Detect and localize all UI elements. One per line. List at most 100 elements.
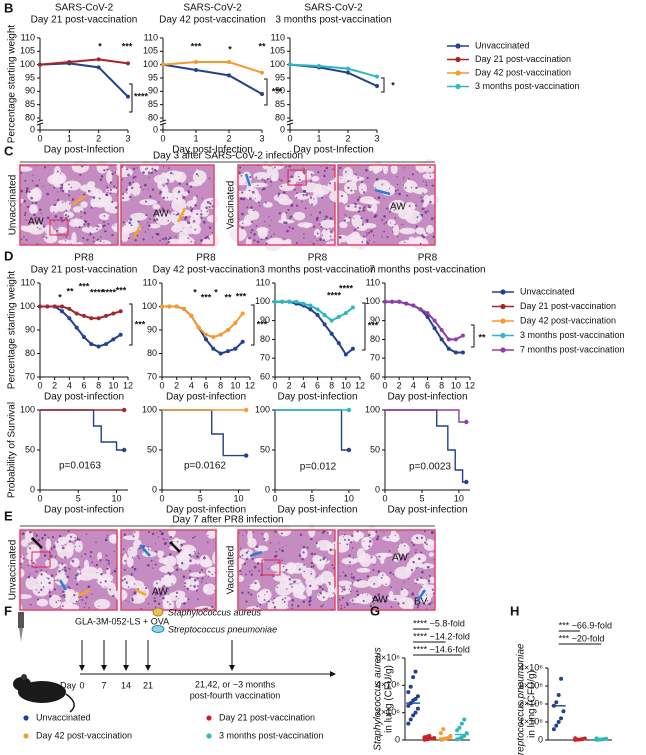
point (315, 307, 320, 312)
nucleus (96, 224, 99, 227)
nucleus (208, 177, 211, 180)
nucleus (277, 195, 280, 197)
nucleus (123, 533, 127, 536)
nucleus (425, 543, 428, 546)
nucleus (105, 554, 108, 557)
point (89, 342, 94, 347)
nucleus (108, 216, 110, 218)
nucleus (147, 171, 151, 175)
x-tick-label: 10 (454, 493, 464, 503)
point (211, 346, 216, 351)
nucleus (104, 586, 106, 588)
point (82, 313, 86, 318)
nucleus (166, 601, 169, 603)
nucleus (422, 235, 426, 239)
nucleus (319, 591, 322, 595)
nucleus (75, 226, 78, 229)
nucleus (312, 565, 315, 568)
nucleus (103, 220, 106, 223)
alveolus (148, 223, 161, 229)
point (418, 307, 423, 312)
nucleus (147, 224, 151, 228)
alveolus (107, 582, 117, 596)
nucleus (358, 206, 362, 210)
chart-subtitle: 3 months post-vaccination (275, 15, 391, 26)
alveolus (97, 551, 103, 561)
point (196, 325, 201, 330)
y-tick-label: 70 (147, 371, 157, 381)
nucleus (269, 541, 272, 544)
nucleus (128, 221, 132, 225)
x-tick-label: 4 (189, 380, 194, 390)
nucleus (163, 166, 165, 168)
nucleus (111, 572, 113, 574)
point (182, 306, 186, 311)
nucleus (208, 575, 210, 577)
nucleus (274, 530, 277, 533)
nucleus (281, 549, 284, 553)
alveolus (133, 539, 142, 550)
alveolus (80, 566, 99, 577)
alveolus (94, 598, 111, 610)
point (425, 314, 430, 319)
x-tick-label: 0 (287, 133, 292, 143)
dot (413, 669, 418, 674)
nucleus (151, 532, 155, 536)
annotation: p=0.012 (300, 462, 337, 473)
nucleus (33, 576, 36, 579)
nucleus (288, 226, 291, 228)
alveolus (26, 544, 40, 556)
alveolus (371, 202, 378, 214)
nucleus (375, 537, 379, 541)
nucleus (154, 219, 157, 222)
series-line (162, 305, 244, 339)
nucleus (160, 593, 163, 596)
nucleus (67, 215, 70, 218)
y-tick-label: 50 (260, 444, 270, 454)
nucleus (362, 599, 365, 602)
axis-break (286, 122, 294, 126)
nucleus (274, 166, 276, 169)
nucleus (347, 186, 350, 189)
nucleus (48, 594, 52, 598)
nucleus (343, 588, 346, 591)
nucleus (79, 545, 81, 547)
alveolus (335, 234, 349, 243)
nucleus (88, 607, 90, 609)
nucleus (424, 541, 427, 544)
nucleus (103, 241, 105, 243)
alveolus (87, 181, 96, 188)
alveolus (192, 170, 207, 184)
nucleus (344, 214, 347, 216)
nucleus (167, 588, 170, 590)
nucleus (103, 230, 107, 233)
nucleus (156, 582, 158, 585)
nucleus (400, 557, 403, 560)
nucleus (176, 212, 180, 216)
nucleus (163, 184, 165, 187)
nucleus (372, 597, 375, 600)
nucleus (422, 584, 424, 586)
annotation: **** ~14.6-fold (413, 644, 470, 654)
alveolus (263, 201, 273, 208)
nucleus (25, 238, 28, 241)
nucleus (248, 585, 251, 588)
nucleus (173, 213, 175, 215)
alveolus (321, 228, 332, 241)
nucleus (356, 579, 359, 582)
nucleus (404, 544, 406, 547)
nucleus (354, 203, 356, 206)
nucleus (67, 190, 70, 192)
point (74, 311, 79, 316)
legend-marker (500, 303, 506, 310)
alveolus (238, 220, 251, 227)
y-axis-label: Probability of Survival (7, 402, 18, 498)
nucleus (383, 230, 385, 233)
x-axis-label: Day post-infection (166, 505, 246, 516)
nucleus (402, 602, 405, 605)
nucleus (419, 213, 421, 215)
point (45, 304, 50, 309)
nucleus (361, 189, 363, 191)
nucleus (326, 590, 328, 592)
nucleus (261, 178, 264, 181)
